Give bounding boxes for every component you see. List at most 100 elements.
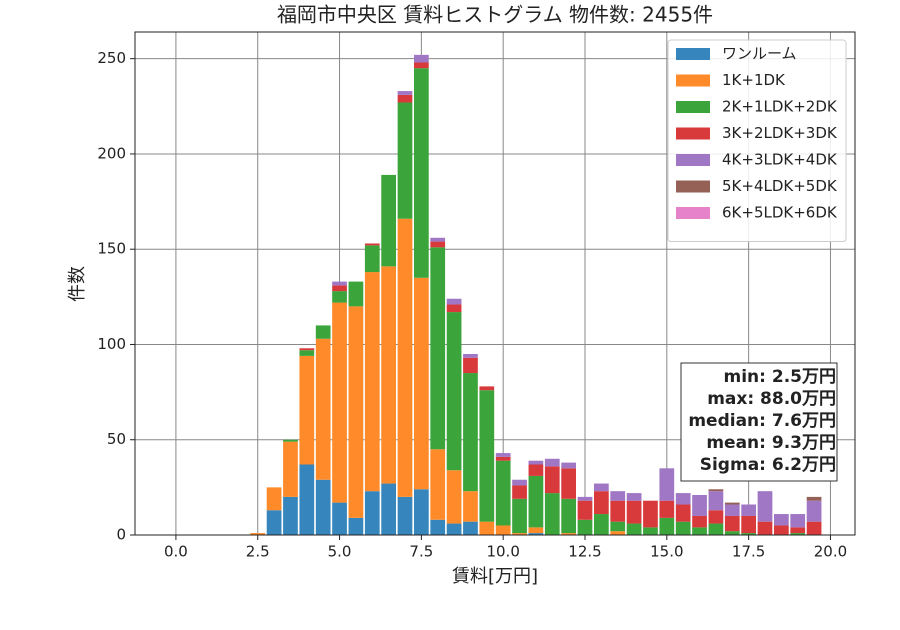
bar (610, 500, 626, 522)
x-tick-label: 0.0 (164, 543, 188, 561)
bar (348, 281, 364, 307)
bar (577, 496, 593, 501)
bar (512, 533, 527, 535)
bar (512, 498, 527, 534)
bar (724, 515, 740, 532)
legend-label: 2K+1LDK+2DK (722, 98, 838, 116)
bar (495, 453, 511, 457)
bar (364, 243, 380, 246)
bar (463, 353, 478, 358)
bar (577, 500, 593, 520)
bar (708, 523, 724, 535)
bar (774, 525, 789, 535)
annotation: min: 2.5万円 (724, 367, 836, 387)
bar (430, 241, 446, 248)
plot-frame (134, 31, 856, 536)
bar (463, 373, 478, 492)
legend-swatch (676, 180, 710, 193)
x-tick-label: 7.5 (409, 543, 433, 561)
bar (479, 521, 495, 535)
bar (446, 470, 462, 524)
bar (414, 62, 429, 69)
bar (299, 350, 315, 356)
y-tick-label: 200 (97, 144, 126, 162)
bar (495, 456, 511, 461)
legend-swatch (676, 74, 710, 87)
bar (626, 493, 642, 501)
bar (283, 441, 298, 497)
bar (692, 515, 707, 528)
bar (430, 449, 446, 520)
bar (430, 247, 446, 450)
legend-swatch (676, 127, 710, 140)
bar (708, 489, 724, 492)
bar (610, 491, 626, 501)
bar (299, 464, 315, 535)
legend-label: 1K+1DK (722, 71, 786, 89)
bar (348, 517, 364, 535)
bar (414, 68, 429, 278)
bar (675, 504, 691, 522)
annotation: mean: 9.3万円 (706, 433, 836, 453)
bar (430, 237, 446, 242)
bar (446, 304, 462, 313)
y-tick-label: 250 (97, 49, 126, 67)
bar (495, 460, 511, 526)
bar (479, 386, 495, 391)
bar (806, 500, 822, 522)
bar (806, 496, 822, 501)
bar (512, 479, 527, 486)
bar (381, 483, 396, 535)
bar (528, 527, 544, 534)
bar (757, 521, 773, 535)
bar (463, 491, 478, 522)
bar (495, 525, 511, 535)
bar (724, 502, 740, 505)
bar (708, 510, 724, 524)
bar (315, 338, 331, 480)
bar (610, 521, 626, 532)
y-tick-label: 50 (107, 430, 126, 448)
y-tick-label: 150 (97, 240, 126, 258)
bar (463, 357, 478, 374)
annotation-box (680, 362, 838, 482)
bar (332, 302, 347, 503)
annotation: Sigma: 6.2万円 (700, 455, 836, 475)
y-tick-label: 100 (97, 335, 126, 353)
y-axis-label: 件数 (67, 266, 88, 302)
bar (364, 491, 380, 535)
bar (790, 527, 806, 534)
bar (675, 493, 691, 505)
bar (692, 527, 707, 535)
x-tick-label: 5.0 (328, 543, 352, 561)
bar (266, 487, 282, 511)
bar (364, 245, 380, 273)
bar (512, 485, 527, 499)
bar (790, 514, 806, 528)
bar (561, 468, 576, 499)
legend-swatch (676, 207, 710, 219)
bar (577, 519, 593, 535)
bar (397, 102, 413, 219)
bar (332, 502, 347, 535)
bar (561, 462, 576, 469)
bar (692, 494, 707, 516)
bar (299, 348, 315, 351)
bar (479, 390, 495, 522)
bar (315, 479, 331, 535)
bar (430, 519, 446, 535)
bar (332, 291, 347, 303)
legend-swatch (676, 101, 710, 113)
bar (332, 285, 347, 292)
bar (414, 54, 429, 63)
bar (528, 533, 544, 535)
annotation: max: 88.0万円 (707, 389, 836, 409)
bar (283, 439, 298, 442)
legend-swatch (676, 48, 710, 60)
y-tick-label: 0 (116, 526, 126, 544)
bar (414, 489, 429, 535)
bar (283, 496, 298, 535)
legend-label: ワンルーム (722, 45, 797, 63)
x-tick-label: 17.5 (732, 543, 765, 561)
